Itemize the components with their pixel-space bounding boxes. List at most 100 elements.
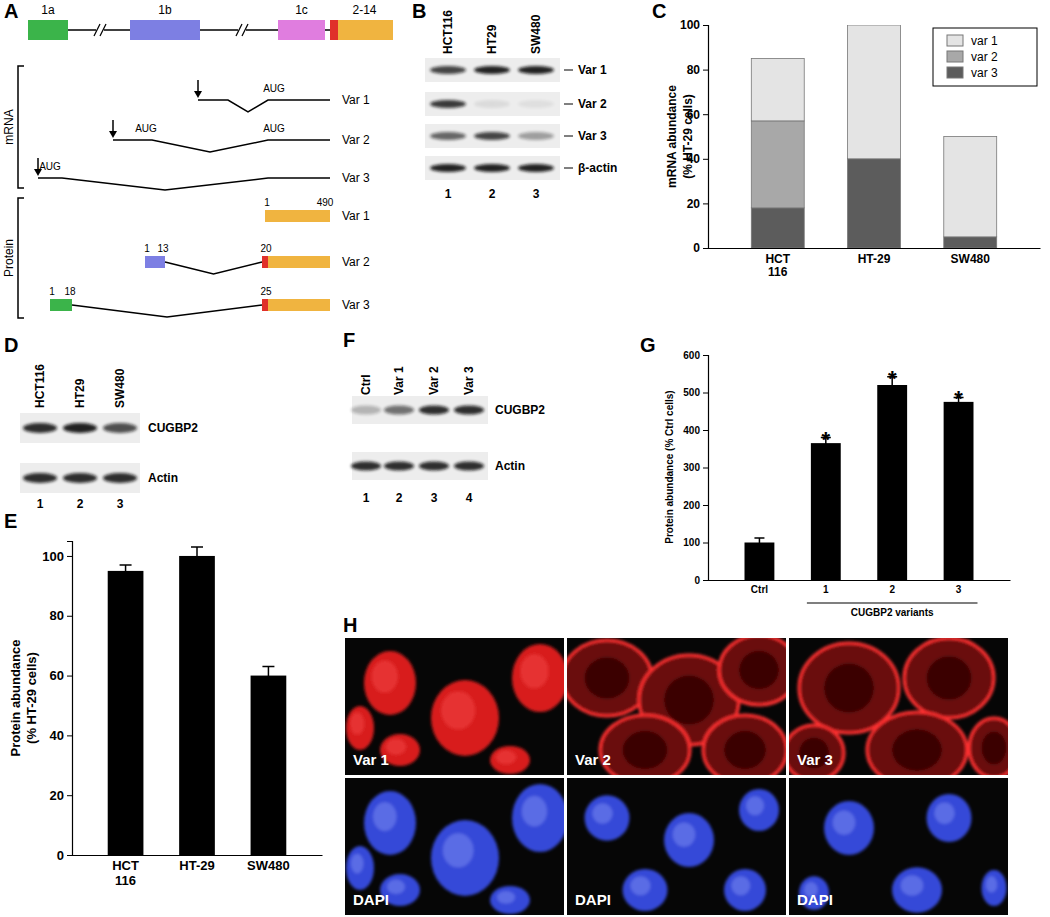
nucleus-highlight xyxy=(520,654,548,688)
unstained-nucleus xyxy=(664,675,714,725)
band-pointer xyxy=(564,136,573,137)
band xyxy=(103,473,137,483)
exon-label: 1b xyxy=(158,3,172,17)
lane-label: HCT116 xyxy=(441,10,455,54)
x-tick-label: SW480 xyxy=(951,252,991,266)
stained-cell xyxy=(867,712,967,775)
bar xyxy=(811,443,841,580)
micrograph xyxy=(567,778,786,915)
y-tick-label: 100 xyxy=(42,549,64,564)
micrograph-label: Var 1 xyxy=(353,751,389,768)
stained-nucleus xyxy=(490,746,530,774)
error-bar xyxy=(120,565,132,577)
y-tick-label: 0 xyxy=(693,241,700,255)
dapi-highlight xyxy=(592,803,612,824)
x-tick: SW480 xyxy=(247,858,290,873)
lane-label: HCT116 xyxy=(33,364,47,408)
blot-strip xyxy=(425,92,560,116)
x-tick-label: HT-29 xyxy=(179,858,214,873)
band-pointer xyxy=(564,104,573,105)
x-tick-label-line: HCT xyxy=(765,252,790,266)
y-tick-label: 40 xyxy=(50,728,64,743)
dapi-highlight xyxy=(351,854,364,874)
y-tick: 100 xyxy=(42,549,72,564)
unstained-nucleus xyxy=(724,731,766,770)
y-axis-title: (% HT-29 cells) xyxy=(681,94,695,179)
bar xyxy=(944,402,974,580)
figure: ABCDEFGH1a1b1c2-14mRNAProteinAUGVar 1AUG… xyxy=(0,0,1050,917)
cells xyxy=(585,789,780,911)
y-tick-label: 20 xyxy=(50,788,64,803)
lane-number: 3 xyxy=(533,187,540,201)
stained-cell xyxy=(719,638,786,705)
panel-label: G xyxy=(640,334,656,356)
lane-number: 2 xyxy=(489,187,496,201)
dapi-highlight xyxy=(387,880,405,894)
bar-segment xyxy=(944,137,997,237)
blot-strip xyxy=(20,413,140,443)
lane-number: 3 xyxy=(117,497,124,511)
blot: CUGBP2ActinHCT116HT29SW480123 xyxy=(20,364,198,511)
protein-body xyxy=(268,256,330,268)
exon xyxy=(130,20,200,40)
protein-junction xyxy=(72,305,262,317)
unstained-nucleus xyxy=(892,729,942,771)
mrna-line xyxy=(198,100,330,112)
dapi-nucleus xyxy=(364,791,416,855)
variant-label: Var 3 xyxy=(342,298,370,312)
nucleus-highlight xyxy=(350,713,364,735)
gene-diagram: 1a1b1c2-14mRNAProteinAUGVar 1AUGAUGVar 2… xyxy=(2,3,393,318)
y-tick: 600 xyxy=(683,350,708,361)
band xyxy=(430,164,466,172)
y-tick-mark xyxy=(703,248,708,249)
band-label: CUGBP2 xyxy=(148,421,198,435)
band xyxy=(474,132,510,140)
stained-cell xyxy=(703,715,786,775)
band xyxy=(419,462,449,471)
band xyxy=(454,462,484,471)
protein-junction xyxy=(165,262,262,274)
lane-label: Var 2 xyxy=(427,366,441,395)
y-tick-mark xyxy=(703,393,708,394)
chart: 020406080100HCT116HT-29SW480mRNA abundan… xyxy=(665,18,1041,278)
x-tick-label: 1 xyxy=(823,584,829,595)
band xyxy=(518,132,554,140)
cells xyxy=(346,784,564,914)
band-label: Actin xyxy=(495,459,525,473)
stained-cell xyxy=(904,638,994,718)
x-tick-label: HCT116 xyxy=(765,252,790,279)
micrograph-label: DAPI xyxy=(797,891,833,908)
x-tick-label: Ctrl xyxy=(751,584,768,595)
band xyxy=(384,462,414,471)
group-bracket xyxy=(807,602,978,603)
blot-strip xyxy=(352,452,488,480)
unstained-nucleus xyxy=(585,657,630,699)
exon-label: 1a xyxy=(41,3,55,17)
band-label: Var 1 xyxy=(578,63,607,77)
micrograph-label: DAPI xyxy=(353,891,389,908)
bars xyxy=(108,547,287,855)
stained-nucleus xyxy=(364,651,416,715)
protein-leader xyxy=(145,256,165,268)
x-axis-line xyxy=(709,248,1041,249)
chart: 0100200300400500600Ctrl123***CUGBP2 vari… xyxy=(664,350,1011,618)
significance-mark: * xyxy=(822,427,831,452)
protein-exon2-start xyxy=(262,256,268,268)
dapi-highlight xyxy=(497,891,515,904)
y-axis-title: mRNA abundance xyxy=(665,85,679,188)
protein-body xyxy=(268,299,330,311)
codon-label: AUG xyxy=(263,123,285,134)
x-tick-label: HT-29 xyxy=(858,252,891,266)
band xyxy=(430,100,466,108)
x-tick: HT-29 xyxy=(858,252,891,266)
y-tick-mark xyxy=(703,430,708,431)
y-tick-mark xyxy=(67,616,72,617)
x-tick: Ctrl xyxy=(751,584,768,595)
bars xyxy=(751,25,996,248)
y-tick-label: 0 xyxy=(694,575,700,586)
dapi-highlight xyxy=(746,796,764,815)
lane-label: Var 1 xyxy=(392,366,406,395)
dapi-nucleus xyxy=(664,813,714,867)
lane-label: Var 3 xyxy=(462,366,476,395)
x-tick-label: 2 xyxy=(889,584,895,595)
